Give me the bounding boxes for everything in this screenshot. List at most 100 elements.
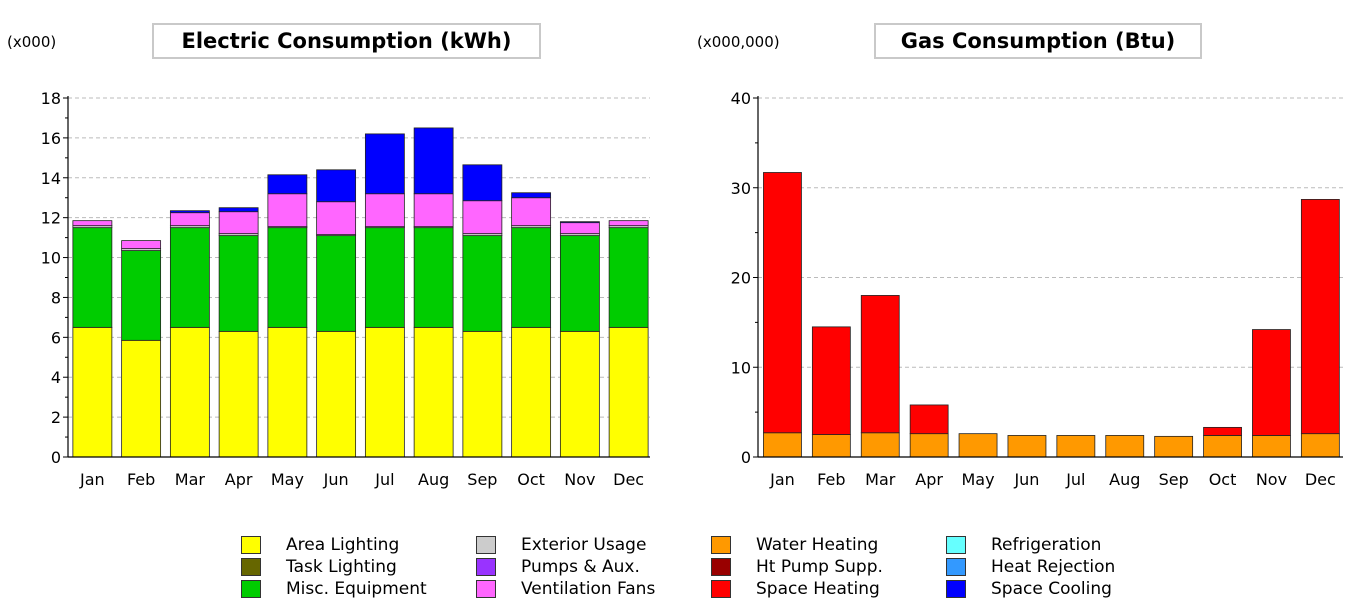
electric-bar-jun-ventilation-fans (316, 201, 357, 236)
electric-xtick-label: May (271, 470, 304, 489)
legend-item-space-cooling: Space Cooling (946, 578, 1112, 600)
gas-bar-mar-space-heating (860, 295, 900, 434)
gas-bar-dec-space-heating (1300, 199, 1340, 435)
electric-bar-dec-ventilation-fans (608, 220, 649, 227)
electric-bar-nov-space-cooling (559, 221, 600, 224)
gas-xtick-label: Jun (1013, 470, 1039, 489)
electric-bar-jul-space-cooling (364, 133, 405, 195)
electric-chart-title: Electric Consumption (kWh) (152, 23, 541, 59)
gas-bar-dec-water-heating (1300, 433, 1340, 458)
gas-bar-jan-space-heating (763, 172, 802, 434)
legend-label: Heat Rejection (991, 557, 1116, 577)
gas-bar-nov-water-heating (1252, 435, 1291, 458)
electric-xtick-label: Dec (613, 470, 644, 489)
electric-bar-may-misc-equipment (267, 227, 308, 328)
legend-label: Ventilation Fans (521, 579, 656, 599)
electric-bar-jul-misc-equipment (364, 227, 405, 328)
electric-ytick-label: 2 (51, 408, 61, 427)
legend-label: Pumps & Aux. (521, 557, 640, 577)
electric-multiplier: (x000) (7, 33, 57, 51)
electric-bar-may-ventilation-fans (267, 193, 308, 228)
legend-item-ht-pump-supp: Ht Pump Supp. (711, 556, 883, 578)
legend-swatch (946, 536, 966, 554)
gas-ytick-label: 0 (741, 448, 751, 467)
gas-ytick-label: 10 (731, 358, 751, 377)
legend-swatch (476, 558, 496, 576)
electric-bar-oct-space-cooling (511, 192, 552, 199)
legend-label: Space Heating (756, 579, 880, 599)
gas-xtick-label: Sep (1159, 470, 1189, 489)
legend-swatch (241, 536, 261, 554)
electric-bar-apr-area-lighting (218, 330, 259, 458)
legend-label: Task Lighting (286, 557, 397, 577)
electric-bar-mar-area-lighting (169, 326, 210, 458)
electric-bar-oct-misc-equipment (511, 227, 552, 328)
legend-swatch (476, 580, 496, 598)
electric-bar-aug-misc-equipment (413, 227, 454, 328)
electric-bar-jul-area-lighting (364, 326, 405, 458)
gas-bar-mar-water-heating (860, 432, 900, 458)
gas-xtick-label: Nov (1256, 470, 1287, 489)
legend-swatch (946, 558, 966, 576)
gas-xtick-label: Mar (865, 470, 896, 489)
electric-bar-feb-ventilation-fans (121, 240, 162, 249)
gas-ytick-label: 40 (731, 89, 751, 108)
gas-bar-may-water-heating (958, 433, 998, 458)
legend-swatch (241, 558, 261, 576)
electric-bar-feb-area-lighting (121, 339, 162, 458)
gas-bar-jun-water-heating (1007, 435, 1047, 458)
electric-bar-sep-ventilation-fans (462, 200, 503, 235)
legend-item-water-heating: Water Heating (711, 534, 878, 556)
electric-xtick-label: Mar (175, 470, 206, 489)
legend-swatch (711, 580, 731, 598)
gas-bar-oct-space-heating (1203, 426, 1242, 436)
gas-xtick-label: Jan (769, 470, 795, 489)
legend-item-misc-equipment: Misc. Equipment (241, 578, 427, 600)
legend-swatch (711, 536, 731, 554)
electric-bar-jun-area-lighting (316, 330, 357, 458)
electric-bar-nov-area-lighting (559, 330, 600, 458)
gas-bar-feb-water-heating (811, 434, 851, 458)
gas-xtick-label: Jul (1065, 470, 1085, 489)
electric-xtick-label: Aug (418, 470, 449, 489)
gas-bar-apr-water-heating (909, 433, 949, 458)
legend-item-pumps-aux: Pumps & Aux. (476, 556, 640, 578)
electric-bar-dec-area-lighting (608, 326, 649, 458)
electric-ytick-label: 6 (51, 328, 61, 347)
electric-bar-may-space-cooling (267, 174, 308, 195)
electric-bar-sep-space-cooling (462, 164, 503, 202)
electric-bar-mar-ventilation-fans (169, 212, 210, 227)
electric-xtick-label: Apr (225, 470, 253, 489)
legend-item-ventilation-fans: Ventilation Fans (476, 578, 655, 600)
gas-bar-oct-water-heating (1203, 435, 1242, 458)
electric-bar-jun-misc-equipment (316, 235, 357, 332)
gas-multiplier: (x000,000) (697, 33, 780, 51)
electric-bar-apr-ventilation-fans (218, 211, 259, 235)
electric-ytick-label: 16 (41, 129, 61, 148)
electric-xtick-label: Feb (127, 470, 155, 489)
gas-bar-nov-space-heating (1252, 329, 1291, 436)
gas-ytick-label: 20 (731, 269, 751, 288)
gas-bar-apr-space-heating (909, 404, 949, 435)
electric-xtick-label: Nov (564, 470, 595, 489)
electric-ytick-label: 10 (41, 249, 61, 268)
gas-xtick-label: Feb (817, 470, 845, 489)
electric-bar-apr-misc-equipment (218, 235, 259, 332)
legend-label: Ht Pump Supp. (756, 557, 883, 577)
legend-swatch (946, 580, 966, 598)
legend-swatch (241, 580, 261, 598)
electric-xtick-label: Oct (517, 470, 545, 489)
electric-bar-jan-area-lighting (72, 326, 113, 458)
legend-label: Space Cooling (991, 579, 1112, 599)
gas-chart-title: Gas Consumption (Btu) (874, 23, 1202, 59)
electric-xtick-label: Sep (467, 470, 497, 489)
legend-label: Water Heating (756, 535, 879, 555)
electric-bar-nov-misc-equipment (559, 235, 600, 332)
gas-xtick-label: Dec (1305, 470, 1336, 489)
electric-bar-aug-ventilation-fans (413, 193, 454, 228)
electric-bar-mar-space-cooling (169, 210, 210, 214)
legend-item-space-heating: Space Heating (711, 578, 880, 600)
electric-xtick-label: Jan (79, 470, 105, 489)
electric-bar-jan-misc-equipment (72, 227, 113, 328)
